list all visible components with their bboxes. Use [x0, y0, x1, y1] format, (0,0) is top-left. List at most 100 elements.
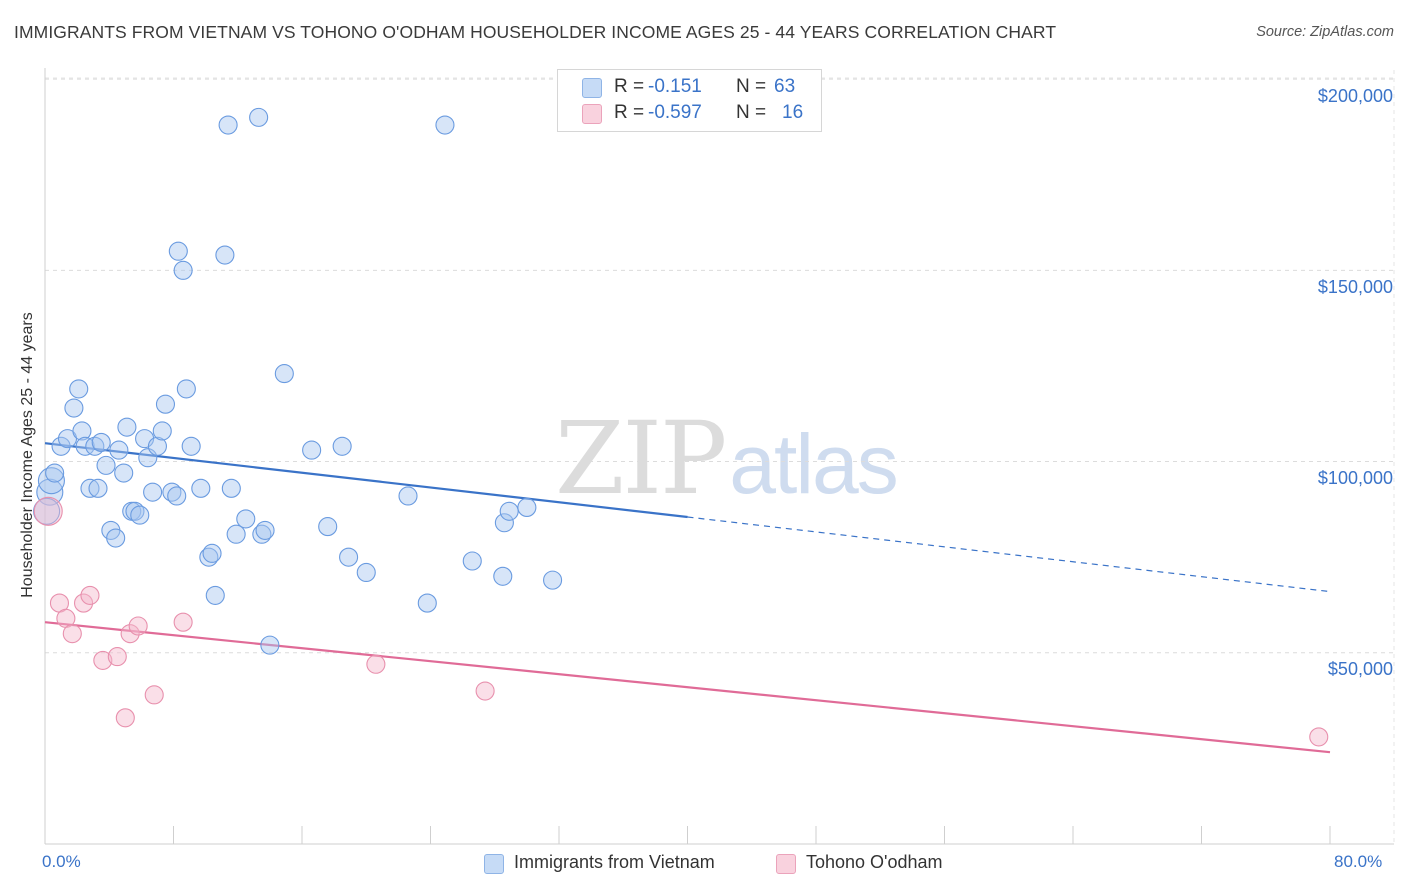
point-vietnam-56 [462, 551, 482, 571]
legend-n-value: 63 [774, 76, 796, 97]
legend-n-value: 16 [782, 102, 804, 123]
point-vietnam-5 [64, 398, 84, 418]
point-vietnam-53 [398, 486, 418, 506]
point-vietnam-35 [199, 547, 219, 567]
trendline-vietnam-solid [44, 442, 688, 519]
point-vietnam-17 [114, 463, 134, 483]
watermark-atlas: atlas [729, 417, 898, 511]
point-vietnam-36 [202, 543, 222, 563]
chart-title: IMMIGRANTS FROM VIETNAM VS TOHONO O'ODHA… [14, 22, 1057, 42]
legend-n-label: N = [736, 76, 767, 97]
series-label-vietnam: Immigrants from Vietnam [514, 852, 715, 872]
point-vietnam-32 [176, 379, 196, 399]
point-vietnam-40 [221, 478, 241, 498]
point-tohono-11 [144, 685, 164, 705]
series-swatch-vietnam [484, 854, 504, 874]
point-tohono-4 [74, 593, 94, 613]
axes [44, 68, 1394, 845]
point-vietnam-29 [167, 486, 187, 506]
point-vietnam-52 [356, 562, 376, 583]
point-vietnam-25 [147, 436, 167, 456]
point-vietnam-51 [339, 547, 359, 567]
point-tohono-8 [115, 708, 135, 728]
correlation-legend: R = -0.151 N = 63 R = -0.597 N = 16 [557, 69, 822, 132]
trend-lines [44, 442, 1331, 754]
point-tohono-13 [366, 654, 386, 674]
grid-lines [45, 70, 1395, 844]
point-vietnam-39 [218, 115, 238, 135]
point-vietnam-15 [106, 528, 126, 548]
watermark: ZIPatlas [555, 400, 899, 517]
point-vietnam-34 [191, 478, 211, 498]
point-vietnam-60 [517, 497, 537, 518]
point-vietnam-37 [205, 585, 225, 605]
point-vietnam-38 [215, 245, 235, 265]
point-vietnam-31 [173, 260, 193, 280]
point-vietnam-42 [236, 509, 256, 529]
point-tohono-5 [80, 585, 100, 605]
legend-n-label: N = [736, 102, 767, 123]
point-vietnam-33 [181, 436, 201, 456]
point-vietnam-27 [155, 394, 176, 414]
watermark-zip: ZIP [555, 400, 727, 517]
point-tohono-9 [120, 624, 140, 644]
point-tohono-15 [1309, 727, 1329, 747]
y-axis-label: Householder Income Ages 25 - 44 years [19, 312, 36, 598]
point-vietnam-50 [332, 436, 352, 456]
point-vietnam-2 [45, 463, 65, 483]
point-vietnam-1 [37, 467, 65, 495]
point-vietnam-8 [75, 436, 95, 456]
point-vietnam-41 [226, 524, 246, 544]
point-vietnam-9 [80, 478, 100, 498]
point-vietnam-13 [96, 455, 116, 475]
point-vietnam-49 [318, 517, 338, 537]
x-tick-label-max: 80.0% [1334, 852, 1383, 871]
point-vietnam-21 [130, 505, 150, 525]
series-legend: Immigrants from Vietnam Tohono O'odham [0, 852, 1406, 878]
point-vietnam-43 [249, 107, 269, 127]
point-vietnam-6 [69, 379, 89, 399]
legend-r-label: R = [614, 102, 645, 123]
y-tick-label-100000: $100,000 [1317, 468, 1393, 488]
y-tick-label-50000: $50,000 [1327, 659, 1393, 679]
point-vietnam-48 [302, 440, 322, 460]
legend-swatch-vietnam [582, 78, 602, 98]
point-vietnam-62 [33, 497, 61, 525]
series-swatch-tohono [776, 854, 796, 874]
point-tohono-10 [128, 616, 148, 636]
point-tohono-7 [107, 647, 127, 667]
point-vietnam-16 [109, 440, 129, 460]
point-vietnam-11 [88, 478, 108, 498]
trendline-vietnam-dashed [687, 516, 1331, 593]
point-vietnam-57 [493, 566, 513, 586]
point-vietnam-12 [91, 432, 111, 452]
legend-r-value: -0.597 [648, 102, 702, 123]
legend-swatch-tohono [582, 104, 602, 124]
point-vietnam-59 [499, 501, 519, 521]
source-label: Source: ZipAtlas.com [1256, 24, 1394, 40]
point-vietnam-44 [252, 524, 272, 544]
point-tohono-6 [93, 650, 113, 670]
series-label-tohono: Tohono O'odham [806, 852, 943, 872]
point-vietnam-26 [152, 421, 172, 441]
data-points [33, 107, 1329, 747]
point-vietnam-24 [143, 482, 163, 502]
trendline-tohono [44, 621, 1331, 754]
point-tohono-12 [173, 612, 193, 632]
point-vietnam-18 [117, 417, 137, 437]
point-vietnam-58 [494, 513, 514, 533]
y-tick-label-150000: $150,000 [1317, 277, 1393, 297]
point-vietnam-7 [72, 421, 92, 441]
y-tick-label-200000: $200,000 [1317, 86, 1393, 106]
point-vietnam-47 [274, 364, 294, 384]
point-vietnam-30 [168, 241, 188, 261]
legend-r-value: -0.151 [648, 76, 702, 97]
point-vietnam-45 [255, 520, 275, 540]
point-tohono-0 [33, 496, 63, 526]
point-vietnam-46 [260, 635, 280, 655]
point-tohono-14 [475, 681, 495, 701]
x-tick-label-min: 0.0% [42, 852, 81, 871]
point-vietnam-3 [51, 436, 71, 456]
point-vietnam-55 [435, 115, 455, 135]
